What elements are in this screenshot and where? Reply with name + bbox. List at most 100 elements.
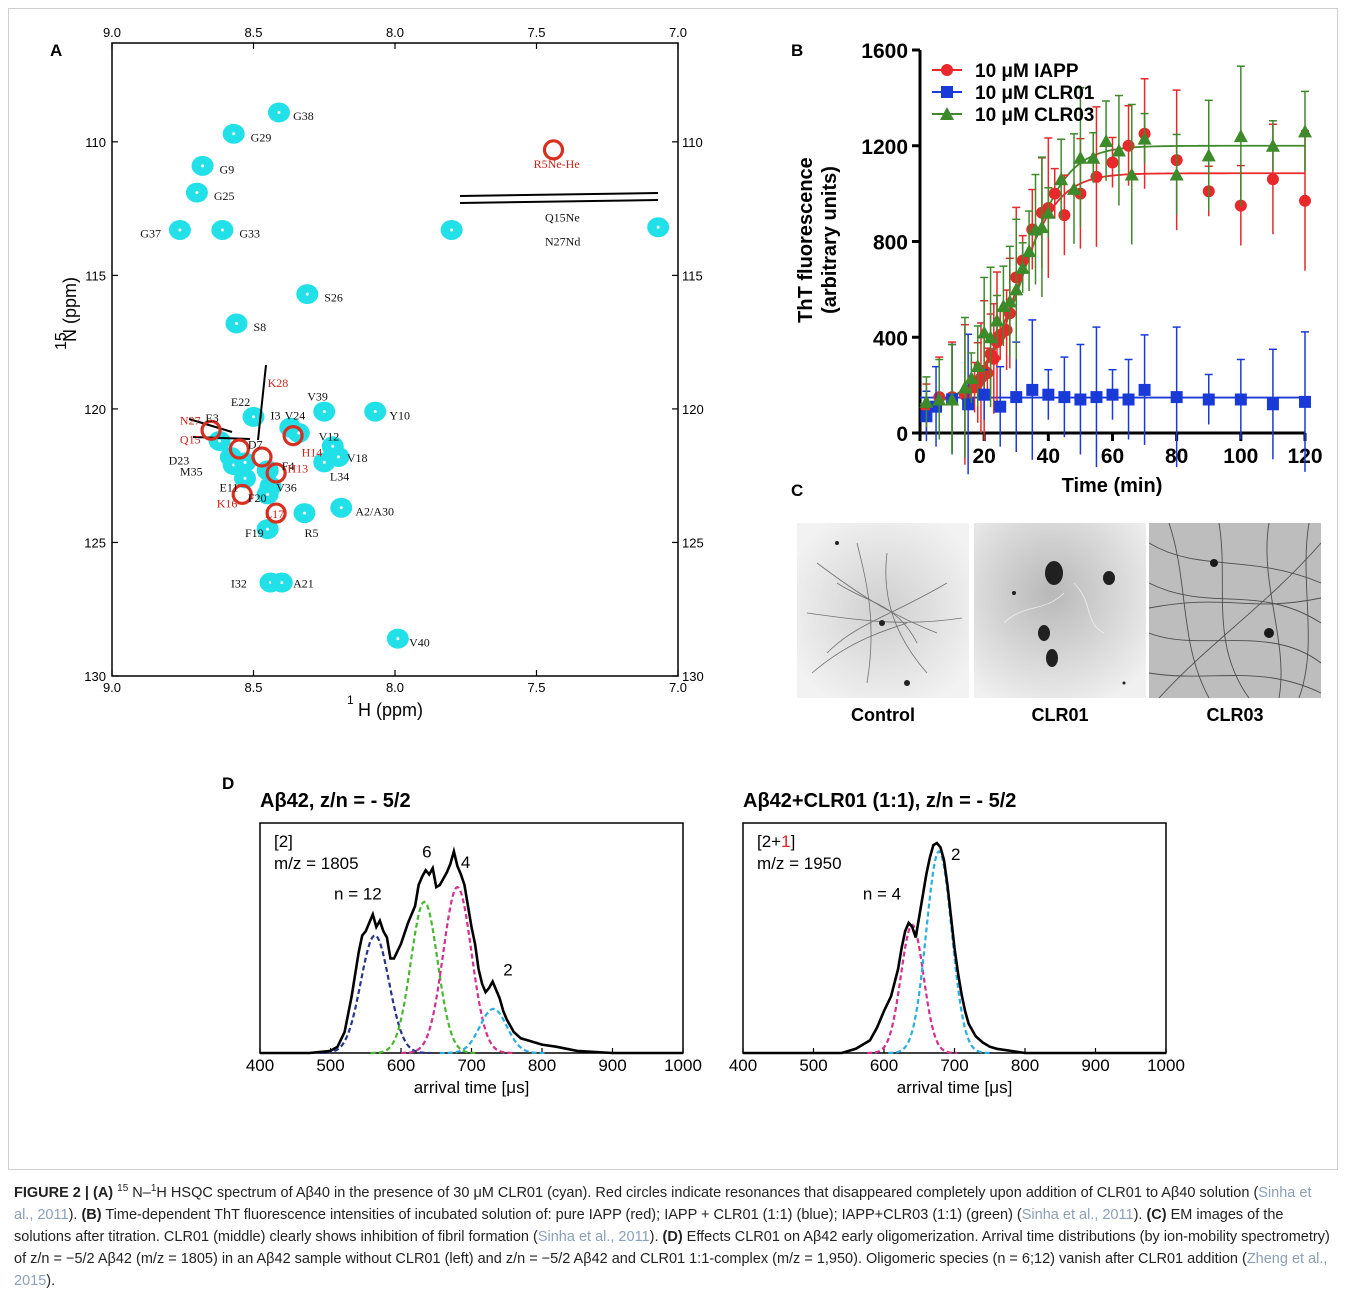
residue-label: F19 [245,526,264,540]
b-y-tick-label: 0 [896,423,908,446]
b-point-clr01 [1266,398,1279,411]
b-point-clr01 [1090,391,1103,404]
disappeared-resonance-circle [282,425,304,447]
d-gaussian-component [400,885,514,1055]
a-bottom-tick-label: 8.5 [244,680,262,695]
residue-label-red: N27 [180,414,201,428]
d-gaussian-component [888,849,990,1055]
caption-a-text1: N– [128,1184,151,1201]
b-point-clr01 [1042,388,1055,401]
b-x-tick-label: 20 [972,445,995,468]
a-right-tick-label: 110 [682,135,703,150]
hsqc-peak-center [339,506,343,510]
k28-leader [257,364,267,441]
a-right-tick-label: 125 [682,535,704,550]
d-x-tick-label: 1000 [1147,1056,1185,1075]
residue-label: Q15Ne [545,211,580,225]
residue-label: I3 [270,408,280,422]
b-point-clr01 [1122,393,1135,406]
hsqc-peak-center [178,228,182,232]
b-point-clr03 [1201,148,1216,162]
a-y-sup: 15 [53,332,70,350]
d-x-tick-label: 900 [1081,1056,1109,1075]
residue-label: E22 [231,395,250,409]
hsqc-peak-center [302,511,306,515]
residue-label: S8 [254,320,267,334]
a-right-tick-label: 115 [682,268,703,283]
b-point-clr03 [945,392,960,406]
hsqc-peak-center [277,110,281,114]
d-gaussian-component [370,900,478,1055]
b-point-clr03 [1022,244,1037,258]
residue-label: N27Nd [545,235,580,249]
disappeared-resonance-circle [231,483,253,505]
b-legend-marker [941,86,953,98]
b-point-clr03 [1111,143,1126,157]
b-point-clr03 [990,313,1004,327]
d-x-tick-label: 400 [729,1056,757,1075]
panel-b-points [919,65,1312,475]
b-point-iapp [1106,156,1119,169]
b-legend-label: 10 μM CLR01 [975,83,1095,104]
caption-ref4[interactable]: Zheng et al., 2015 [14,1250,1328,1289]
d-bracket-label: [2+1] [757,832,795,851]
hsqc-peak-center [322,460,326,464]
b-point-clr03 [1054,172,1069,186]
b-y-tick-label: 400 [873,327,908,350]
caption-ref3[interactable]: Sinha et al., 2011 [537,1228,650,1245]
b-point-clr01 [994,400,1007,413]
a-top-tick-label: 7.5 [527,25,545,40]
residue-label: V24 [285,408,306,422]
b-x-tick-label: 60 [1101,445,1124,468]
caption-c-label: (C) [1146,1206,1167,1223]
b-point-clr03 [1002,294,1017,308]
disappeared-resonance-circle [542,139,565,161]
residue-label-red: Q15 [180,432,201,446]
caption-c-text: EM images of the solutions after titrati… [14,1206,1284,1245]
residue-label: G33 [239,227,260,241]
b-point-clr01 [1026,383,1039,396]
residue-label: L34 [330,470,349,484]
d-x-tick-label: 500 [316,1056,344,1075]
em-label-control: Control [851,705,915,725]
b-point-clr03 [1009,282,1024,296]
d-x-label: arrival time [μs] [414,1078,530,1097]
disappeared-resonance-circle [265,462,287,484]
d-bracket-label: [2] [274,832,293,851]
hsqc-peak-center [235,321,239,325]
residue-label: S26 [324,291,343,305]
b-point-clr03 [1137,131,1152,145]
b-point-clr01 [1074,393,1087,406]
residue-label-red: K16 [217,496,238,510]
hsqc-peak-center [201,164,205,168]
hsqc-peak-center [232,132,236,136]
residue-label-red: H14 [302,446,323,460]
residue-label: Y10 [389,408,410,422]
caption-ref1[interactable]: Sinha et al., 2011 [14,1184,1312,1223]
b-point-clr03 [1233,129,1248,143]
a-x-sup: 1 [347,693,354,707]
b-point-clr01 [1299,395,1311,408]
q15-leader [188,418,233,433]
disappeared-resonance-circle [251,446,273,468]
b-legend-label: 10 μM CLR03 [975,105,1094,126]
q15ne-line [459,192,659,197]
hsqc-peak-center [280,581,284,585]
hsqc-peak-center [252,415,255,419]
d-gaussian-component [318,934,432,1055]
b-point-iapp [1299,194,1311,207]
d-gaussian-component [867,923,958,1055]
b-point-clr03 [1015,260,1030,274]
b-legend-marker [941,64,953,76]
figure-caption: FIGURE 2 | (A) 15 N–1H HSQC spectrum of … [14,1183,1330,1289]
b-point-clr01 [1106,388,1119,401]
d-x-tick-label: 600 [387,1056,415,1075]
residue-label: R5 [304,526,318,540]
d-x-tick-label: 800 [528,1056,556,1075]
residue-label: V12 [319,430,340,444]
caption-ref2[interactable]: Sinha et al., 2011 [1021,1206,1134,1223]
panel-a-labels: G38 G29 G9 G25 G37 G33 S26 S8 V39 Y10 E22 I3 V24 E3 V1… [140,109,580,649]
a-top-tick-label: 8.0 [386,25,404,40]
d-label-n12: n = 12 [334,885,382,904]
